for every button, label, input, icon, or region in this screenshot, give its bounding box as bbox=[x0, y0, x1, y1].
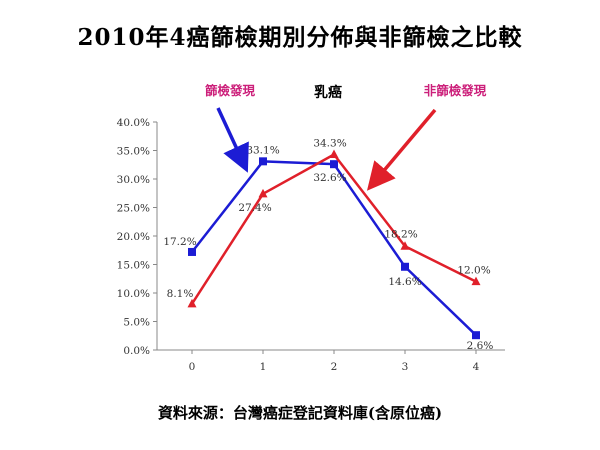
y-tick-label: 35.0% bbox=[117, 146, 150, 158]
data-point bbox=[471, 276, 481, 286]
series-line bbox=[191, 160, 477, 337]
data-point bbox=[330, 160, 338, 169]
data-label: 27.4% bbox=[238, 202, 271, 214]
data-point bbox=[401, 262, 409, 271]
y-tick-label: 30.0% bbox=[117, 174, 150, 186]
x-tick-label: 4 bbox=[473, 361, 480, 373]
y-tick-label: 40.0% bbox=[117, 117, 150, 129]
data-label: 32.6% bbox=[313, 172, 346, 184]
data-label: 17.2% bbox=[163, 236, 196, 248]
y-tick-label: 25.0% bbox=[117, 203, 150, 215]
data-label: 33.1% bbox=[246, 144, 279, 156]
data-point bbox=[259, 157, 267, 166]
x-tick-label: 2 bbox=[331, 361, 338, 373]
y-tick-label: 15.0% bbox=[117, 260, 150, 272]
data-label: 34.3% bbox=[313, 137, 346, 149]
arrow-screened bbox=[216, 107, 249, 173]
data-point bbox=[258, 188, 268, 198]
annotation-screened: 篩檢發現 bbox=[205, 83, 256, 98]
data-source: 資料來源：台灣癌症登記資料庫(含原位癌) bbox=[157, 404, 443, 422]
arrow-non-screened bbox=[366, 108, 437, 191]
data-point bbox=[187, 298, 197, 308]
chart-title: 乳癌 bbox=[314, 84, 342, 101]
y-tick-label: 20.0% bbox=[117, 231, 150, 243]
x-tick-label: 3 bbox=[402, 361, 409, 373]
data-point bbox=[329, 149, 339, 158]
x-tick-label: 1 bbox=[260, 361, 267, 373]
page-title: 2010年4癌篩檢期別分佈與非篩檢之比較 bbox=[77, 24, 523, 51]
data-label: 2.6% bbox=[467, 340, 494, 352]
annotation-non-screened: 非篩檢發現 bbox=[424, 83, 487, 98]
y-tick-label: 0.0% bbox=[123, 345, 150, 357]
x-tick-label: 0 bbox=[189, 361, 196, 373]
data-point bbox=[400, 241, 410, 250]
data-label: 8.1% bbox=[167, 288, 194, 300]
y-tick-label: 10.0% bbox=[117, 288, 150, 300]
data-label: 14.6% bbox=[388, 276, 421, 288]
data-point bbox=[472, 331, 480, 340]
data-label: 18.2% bbox=[384, 228, 417, 240]
y-tick-label: 5.0% bbox=[123, 317, 150, 329]
data-point bbox=[188, 247, 196, 256]
data-label: 12.0% bbox=[457, 265, 490, 277]
